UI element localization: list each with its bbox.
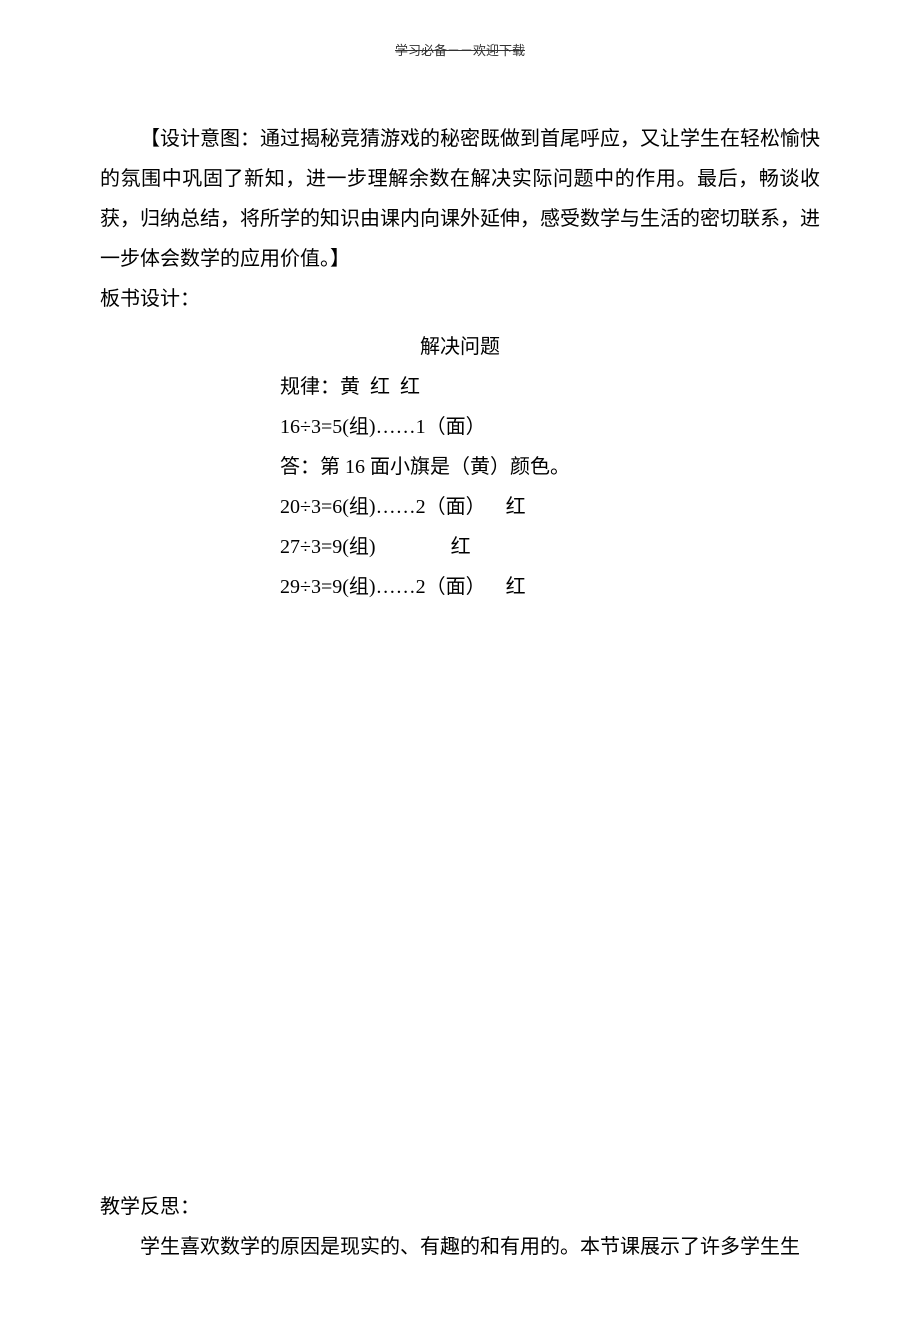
reflection-paragraph: 学生喜欢数学的原因是现实的、有趣的和有用的。本节课展示了许多学生生 — [100, 1227, 820, 1267]
document-page: 学习必备－－欢迎下载 【设计意图：通过揭秘竞猜游戏的秘密既做到首尾呼应，又让学生… — [0, 0, 920, 1327]
board-content: 解决问题 规律：黄 红 红 16÷3=5(组)……1（面） 答：第 16 面小旗… — [280, 327, 820, 607]
board-line-answer: 答：第 16 面小旗是（黄）颜色。 — [280, 447, 820, 487]
board-design-label: 板书设计： — [100, 279, 820, 319]
board-line-pattern: 规律：黄 红 红 — [280, 367, 820, 407]
page-header: 学习必备－－欢迎下载 — [100, 40, 820, 59]
board-title: 解决问题 — [420, 327, 820, 367]
board-line-eq4: 29÷3=9(组)……2（面） 红 — [280, 567, 820, 607]
board-line-eq2: 20÷3=6(组)……2（面） 红 — [280, 487, 820, 527]
board-line-eq1: 16÷3=5(组)……1（面） — [280, 407, 820, 447]
spacer — [100, 607, 820, 1187]
board-line-eq3: 27÷3=9(组) 红 — [280, 527, 820, 567]
reflection-label: 教学反思： — [100, 1187, 820, 1227]
design-intent-paragraph: 【设计意图：通过揭秘竞猜游戏的秘密既做到首尾呼应，又让学生在轻松愉快的氛围中巩固… — [100, 119, 820, 279]
